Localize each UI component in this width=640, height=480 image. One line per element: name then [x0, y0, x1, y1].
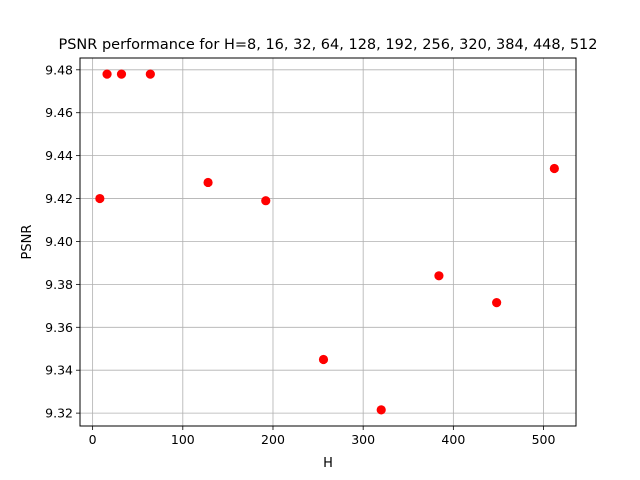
data-point [95, 193, 105, 204]
y-tick-label: 9.34 [45, 363, 73, 378]
y-tick-label: 9.40 [45, 234, 73, 249]
data-point [549, 163, 559, 174]
y-tick-label: 9.42 [45, 191, 73, 206]
grid-lines [80, 58, 576, 426]
y-tick-label: 9.44 [45, 148, 73, 163]
y-tick-label: 9.32 [45, 406, 73, 421]
data-point [376, 405, 386, 415]
data-point [434, 271, 444, 281]
data-point [203, 177, 213, 188]
data-point [318, 354, 329, 365]
x-tick-label: 300 [351, 432, 375, 447]
y-axis-label: PSNR [20, 225, 35, 260]
x-tick-label: 100 [171, 432, 195, 447]
x-tick-label: 200 [261, 432, 285, 447]
data-point [492, 298, 502, 308]
data-point [261, 196, 271, 206]
x-axis: 0 100 200 300 400 500 [89, 426, 556, 447]
x-axis-label: H [323, 456, 333, 471]
y-axis: 9.32 9.34 9.36 9.38 9.40 9.42 9.44 9.46 9.48 [45, 62, 80, 421]
data-point [102, 69, 112, 79]
y-tick-label: 9.48 [45, 62, 73, 77]
y-tick-label: 9.46 [45, 105, 73, 120]
y-tick-label: 9.38 [45, 277, 73, 292]
data-point [116, 69, 127, 79]
y-tick-label: 9.36 [45, 320, 73, 335]
data-points [95, 69, 559, 415]
chart-title: PSNR performance for H=8, 16, 32, 64, 12… [58, 37, 597, 53]
x-tick-label: 0 [89, 432, 97, 447]
x-tick-label: 500 [532, 432, 556, 447]
x-tick-label: 400 [441, 432, 465, 447]
data-point [145, 69, 155, 79]
plot-area-frame [79, 57, 577, 427]
